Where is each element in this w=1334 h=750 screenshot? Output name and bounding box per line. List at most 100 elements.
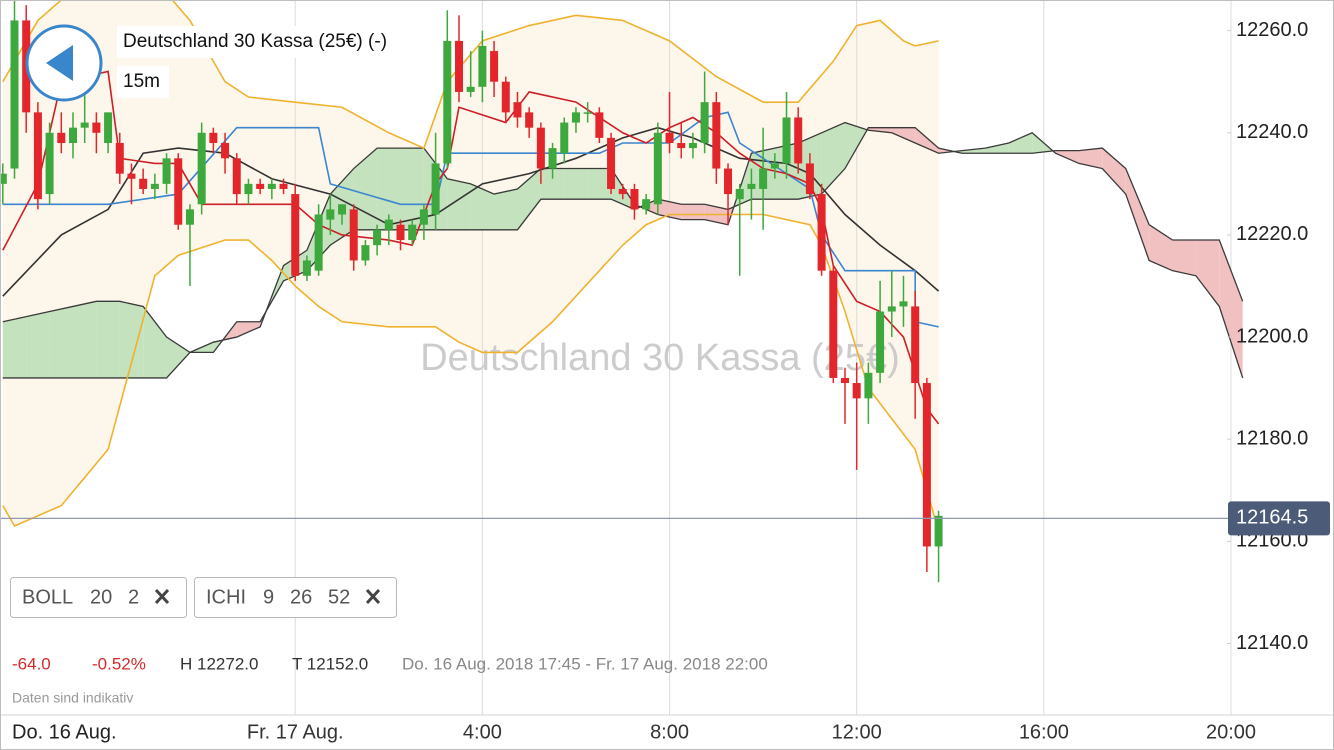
candle-body	[525, 112, 534, 128]
candle-body	[454, 40, 463, 92]
cloud-line	[2, 127, 1244, 379]
cloud-segment	[891, 127, 916, 143]
candle-body	[887, 306, 896, 312]
candle-body	[571, 112, 580, 123]
candle-body	[864, 372, 873, 399]
candle-body	[876, 311, 885, 373]
indicator-param: 20	[90, 586, 112, 608]
date-range: Do. 16 Aug. 2018 17:45 - Fr. 17 Aug. 201…	[402, 654, 768, 673]
candle-body	[794, 117, 803, 164]
label-bg	[4, 718, 134, 748]
watermark: Deutschland 30 Kassa (25€)	[420, 337, 900, 379]
cloud-segment	[587, 168, 612, 200]
candle-body	[68, 127, 77, 143]
remove-icon[interactable]	[154, 588, 170, 605]
candle-body	[595, 112, 604, 138]
indicator-chip[interactable]	[194, 577, 397, 618]
plot	[0, 0, 1244, 583]
candle-body	[770, 163, 779, 169]
candle-body	[33, 112, 42, 200]
cloud-segment	[1172, 240, 1196, 276]
candle-body	[490, 51, 499, 82]
y-tick-label: 12180.0	[1236, 427, 1308, 449]
candle-body	[349, 209, 358, 261]
candle-body	[361, 245, 370, 261]
candle-body	[759, 168, 768, 189]
candle-body	[162, 158, 171, 184]
cloud-segment	[1102, 148, 1126, 195]
y-tick-label: 12140.0	[1236, 632, 1308, 654]
candle-body	[922, 383, 931, 547]
candle-body	[443, 40, 452, 164]
candle-body	[127, 173, 136, 179]
cloud-segment	[400, 148, 424, 230]
high: H 12272.0	[180, 654, 258, 673]
indicator-param: 26	[290, 586, 312, 608]
remove-icon[interactable]	[365, 588, 381, 605]
cloud-segment	[821, 122, 845, 195]
candle-body	[513, 102, 522, 118]
candle-body	[384, 219, 393, 230]
interval: 15m	[123, 71, 160, 92]
candle-body	[232, 158, 241, 195]
cloud-segment	[166, 337, 190, 378]
candle-body	[45, 132, 54, 195]
candle-body	[829, 270, 838, 378]
candle-body	[630, 188, 639, 210]
y-tick-label: 12220.0	[1236, 223, 1308, 245]
label-bg	[239, 718, 352, 748]
candle-body	[150, 183, 159, 189]
x-tick-label: 16:00	[1019, 721, 1069, 743]
candle-body	[279, 183, 288, 189]
cloud-segment	[1219, 240, 1243, 378]
cloud-segment	[26, 311, 50, 378]
candle-body	[700, 102, 709, 143]
indicator-name: BOLL	[22, 586, 73, 608]
back-arrow	[46, 45, 73, 81]
candle-body	[618, 188, 627, 195]
cloud-segment	[96, 301, 120, 378]
candle-body	[712, 102, 721, 169]
change-percent: -0.52%	[92, 654, 146, 673]
low: T 12152.0	[292, 654, 368, 673]
candle-body	[174, 158, 183, 225]
cloud-segment	[1195, 240, 1220, 307]
x-tick-label: 8:00	[650, 721, 689, 743]
candle-body	[852, 383, 861, 399]
candle-body	[501, 81, 510, 113]
cloud-segment	[564, 168, 588, 200]
candle-body	[373, 229, 382, 246]
candle-body	[408, 224, 417, 241]
cloud-segment	[844, 122, 868, 169]
cloud-segment	[447, 178, 471, 230]
candle-body	[653, 132, 662, 205]
y-tick-label: 12240.0	[1236, 121, 1308, 143]
candle-body	[548, 148, 557, 169]
indicator-chip[interactable]	[10, 577, 187, 618]
x-tick-label: 4:00	[463, 721, 502, 743]
cloud-segment	[1125, 168, 1150, 261]
candle-body	[431, 163, 440, 215]
candle-body	[805, 163, 814, 195]
x-tick-label: 12:00	[832, 721, 882, 743]
chart-title: Deutschland 30 Kassa (25€) (-)	[123, 31, 387, 52]
cloud-segment	[49, 306, 73, 378]
candle-body	[0, 173, 7, 184]
candle-body	[326, 209, 335, 220]
indicator-param: 52	[328, 586, 350, 608]
cloud-segment	[470, 183, 495, 230]
candle-body	[104, 112, 113, 143]
cloud-segment	[681, 204, 705, 220]
candle-body	[747, 183, 756, 189]
candle-body	[314, 214, 323, 271]
candle-body	[466, 86, 475, 92]
candle-body	[419, 209, 428, 225]
cloud-segment	[540, 168, 565, 200]
x-tick-label: Fr. 17 Aug.	[247, 721, 344, 743]
candle-body	[185, 209, 194, 225]
candle-body	[338, 204, 347, 215]
candle-body	[267, 183, 276, 189]
overlay: Deutschland 30 Kassa (25€) (-) 15m BOLL …	[10, 24, 768, 706]
